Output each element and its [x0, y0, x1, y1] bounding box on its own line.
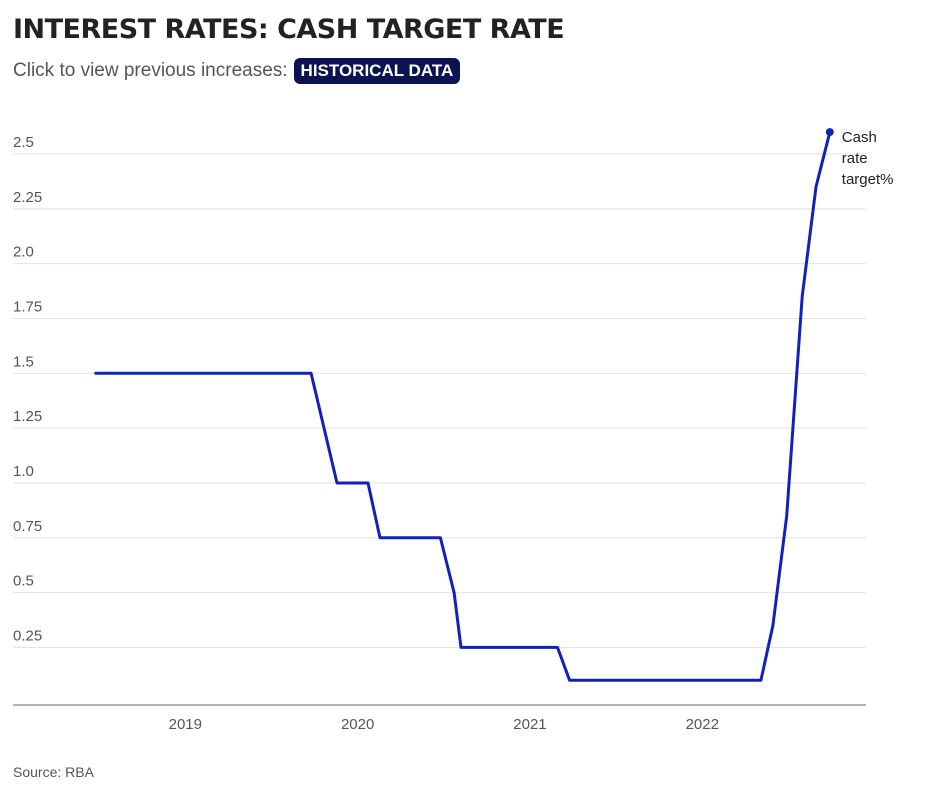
y-tick-label: 1.0 — [13, 463, 34, 480]
y-tick-label: 1.75 — [13, 298, 42, 315]
x-axis: 2019 2020 2021 2022 — [169, 716, 719, 733]
subtitle-text: Click to view previous increases: — [13, 60, 288, 81]
y-tick-label: 2.0 — [13, 244, 34, 261]
chart-title: INTEREST RATES: CASH TARGET RATE — [13, 14, 565, 45]
series: Cash rate target% — [94, 128, 894, 682]
historical-data-button[interactable]: HISTORICAL DATA — [293, 58, 461, 84]
series-label: rate — [842, 150, 868, 167]
y-tick-label: 1.25 — [13, 408, 42, 425]
y-tick-label: 0.5 — [13, 573, 34, 590]
series-end-point — [825, 128, 834, 137]
y-tick-label: 2.5 — [13, 134, 34, 151]
gridlines — [13, 153, 866, 648]
series-label: Cash — [842, 129, 877, 146]
subtitle: Click to view previous increases: HISTOR… — [13, 58, 461, 84]
x-tick-label: 2022 — [686, 716, 719, 733]
y-axis: 0.25 0.5 0.75 1.0 1.25 1.5 1.75 2.0 2.25 2.5 — [13, 134, 42, 644]
x-tick-label: 2019 — [169, 716, 202, 733]
series-line — [94, 130, 832, 682]
series-label: target% — [842, 171, 894, 188]
y-tick-label: 0.75 — [13, 518, 42, 535]
x-tick-label: 2020 — [341, 716, 374, 733]
y-tick-label: 1.5 — [13, 353, 34, 370]
y-tick-label: 2.25 — [13, 189, 42, 206]
x-tick-label: 2021 — [513, 716, 546, 733]
source-note: Source: RBA — [13, 764, 94, 780]
y-tick-label: 0.25 — [13, 627, 42, 644]
